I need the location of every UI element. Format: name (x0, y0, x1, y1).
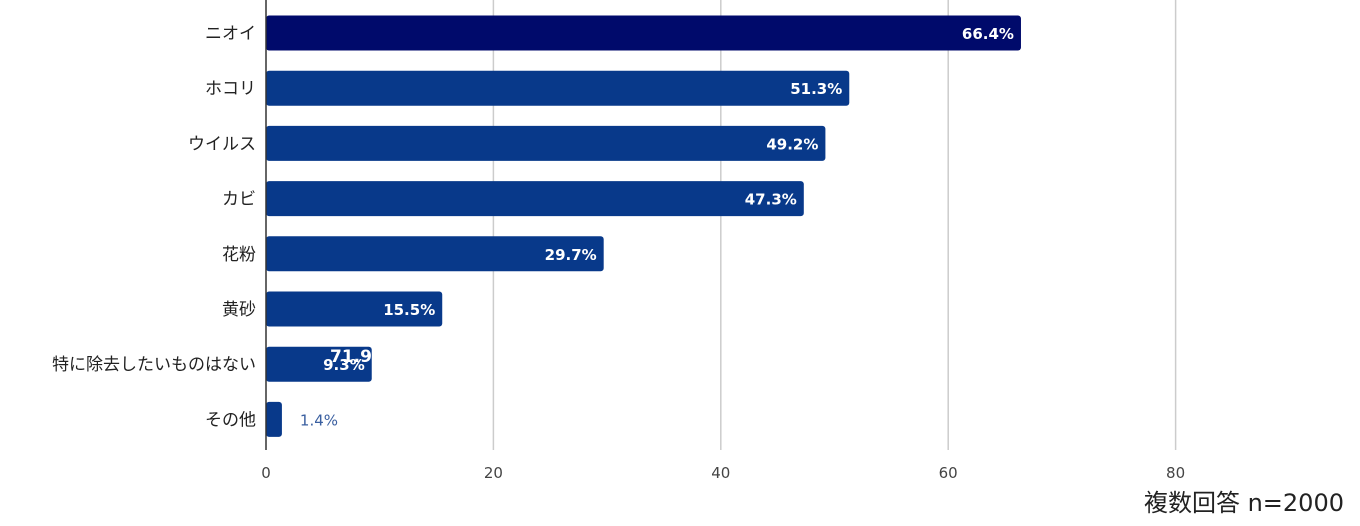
category-label: その他 (205, 410, 256, 430)
x-tick-label: 60 (939, 464, 958, 482)
x-tick-label: 20 (484, 464, 503, 482)
value-label: 15.5% (383, 301, 435, 319)
category-label: ニオイ (205, 24, 256, 44)
bar (266, 15, 1021, 51)
category-label: 特に除去したいものはない (52, 355, 256, 375)
category-label: カビ (222, 190, 256, 210)
x-tick-label: 40 (711, 464, 730, 482)
x-tick-label: 80 (1166, 464, 1185, 482)
stray-value-label: 71.9 (330, 347, 372, 367)
bar (266, 401, 282, 437)
value-label: 1.4% (300, 411, 338, 429)
x-tick-label: 0 (261, 464, 271, 482)
footnote: 複数回答 n=2000 (1143, 489, 1344, 517)
value-label: 9.3% (323, 356, 365, 374)
bar (266, 346, 372, 382)
gridlines (492, 0, 1177, 450)
bar (266, 125, 826, 161)
bar (266, 236, 604, 272)
category-label: ウイルス (188, 134, 256, 154)
value-label: 49.2% (766, 135, 818, 153)
value-label: 47.3% (745, 191, 797, 209)
value-label: 51.3% (790, 80, 842, 98)
value-label: 29.7% (545, 246, 597, 264)
category-label: ホコリ (205, 79, 256, 99)
bars (266, 15, 1021, 437)
labels: 0 20 40 60 80 ニオイ 66.4% ホコリ 51.3% ウイルス 49.2% カビ 47.3… (52, 24, 1185, 482)
value-label: 66.4% (962, 25, 1014, 43)
bar (266, 181, 804, 217)
bar (266, 291, 443, 327)
category-label: 黄砂 (222, 300, 256, 320)
bar (266, 70, 850, 106)
category-label: 花粉 (222, 245, 256, 265)
